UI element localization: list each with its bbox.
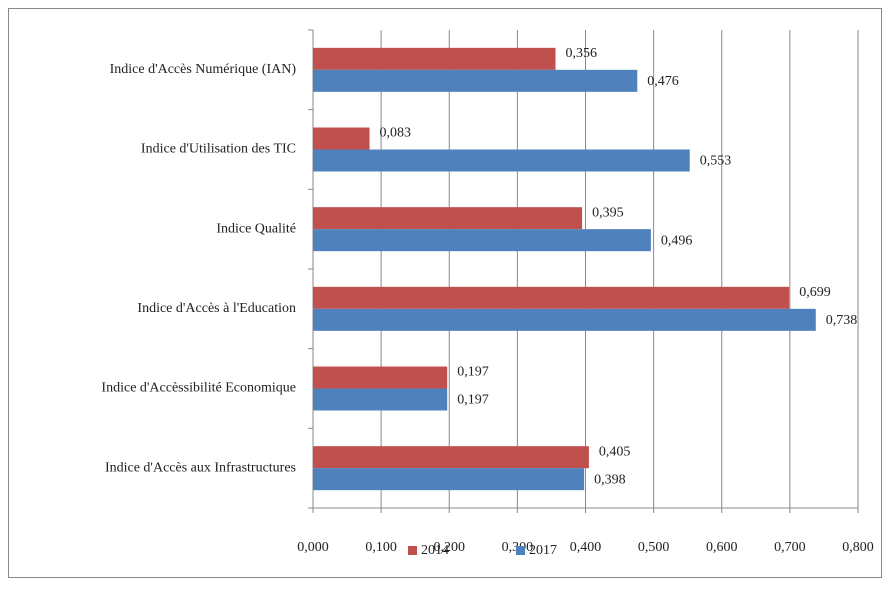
y-tick-label: Indice d'Accès Numérique (IAN)	[110, 62, 297, 77]
bar	[313, 229, 651, 252]
bar	[313, 366, 448, 389]
x-tick-label: 0,600	[706, 540, 738, 555]
value-label: 0,356	[566, 46, 598, 61]
x-tick-label: 0,400	[570, 540, 602, 555]
bar	[313, 388, 448, 411]
value-label: 0,496	[661, 233, 693, 248]
legend-swatch	[408, 546, 417, 555]
bar	[313, 446, 589, 469]
bar	[313, 149, 690, 172]
bar	[313, 286, 790, 309]
bar	[313, 207, 583, 230]
bar	[313, 127, 370, 150]
value-label: 0,395	[592, 205, 624, 220]
value-label: 0,197	[457, 393, 489, 408]
x-tick-label: 0,100	[365, 540, 397, 555]
value-label: 0,083	[380, 126, 412, 141]
value-label: 0,405	[599, 444, 631, 459]
y-tick-label: Indice Qualité	[216, 221, 296, 236]
value-label: 0,476	[647, 74, 679, 89]
value-label: 0,398	[594, 472, 626, 487]
bar	[313, 69, 638, 92]
bar	[313, 308, 816, 331]
y-tick-label: Indice d'Accès aux Infrastructures	[105, 460, 296, 475]
value-label: 0,699	[799, 285, 831, 300]
y-tick-label: Indice d'Accès à l'Education	[137, 301, 296, 316]
legend-label: 2017	[529, 543, 557, 558]
x-tick-label: 0,800	[842, 540, 874, 555]
x-tick-label: 0,200	[434, 540, 466, 555]
value-label: 0,197	[457, 365, 489, 380]
value-label: 0,738	[826, 313, 858, 328]
x-tick-label: 0,000	[297, 540, 329, 555]
bar	[313, 47, 556, 70]
y-tick-label: Indice d'Accèssibilité Economique	[101, 381, 296, 396]
legend-swatch	[516, 546, 525, 555]
x-tick-label: 0,700	[774, 540, 806, 555]
value-label: 0,553	[700, 154, 732, 169]
y-tick-label: Indice d'Utilisation des TIC	[141, 142, 296, 157]
x-tick-label: 0,500	[638, 540, 670, 555]
legend-label: 2014	[421, 543, 449, 558]
bar	[313, 468, 585, 491]
